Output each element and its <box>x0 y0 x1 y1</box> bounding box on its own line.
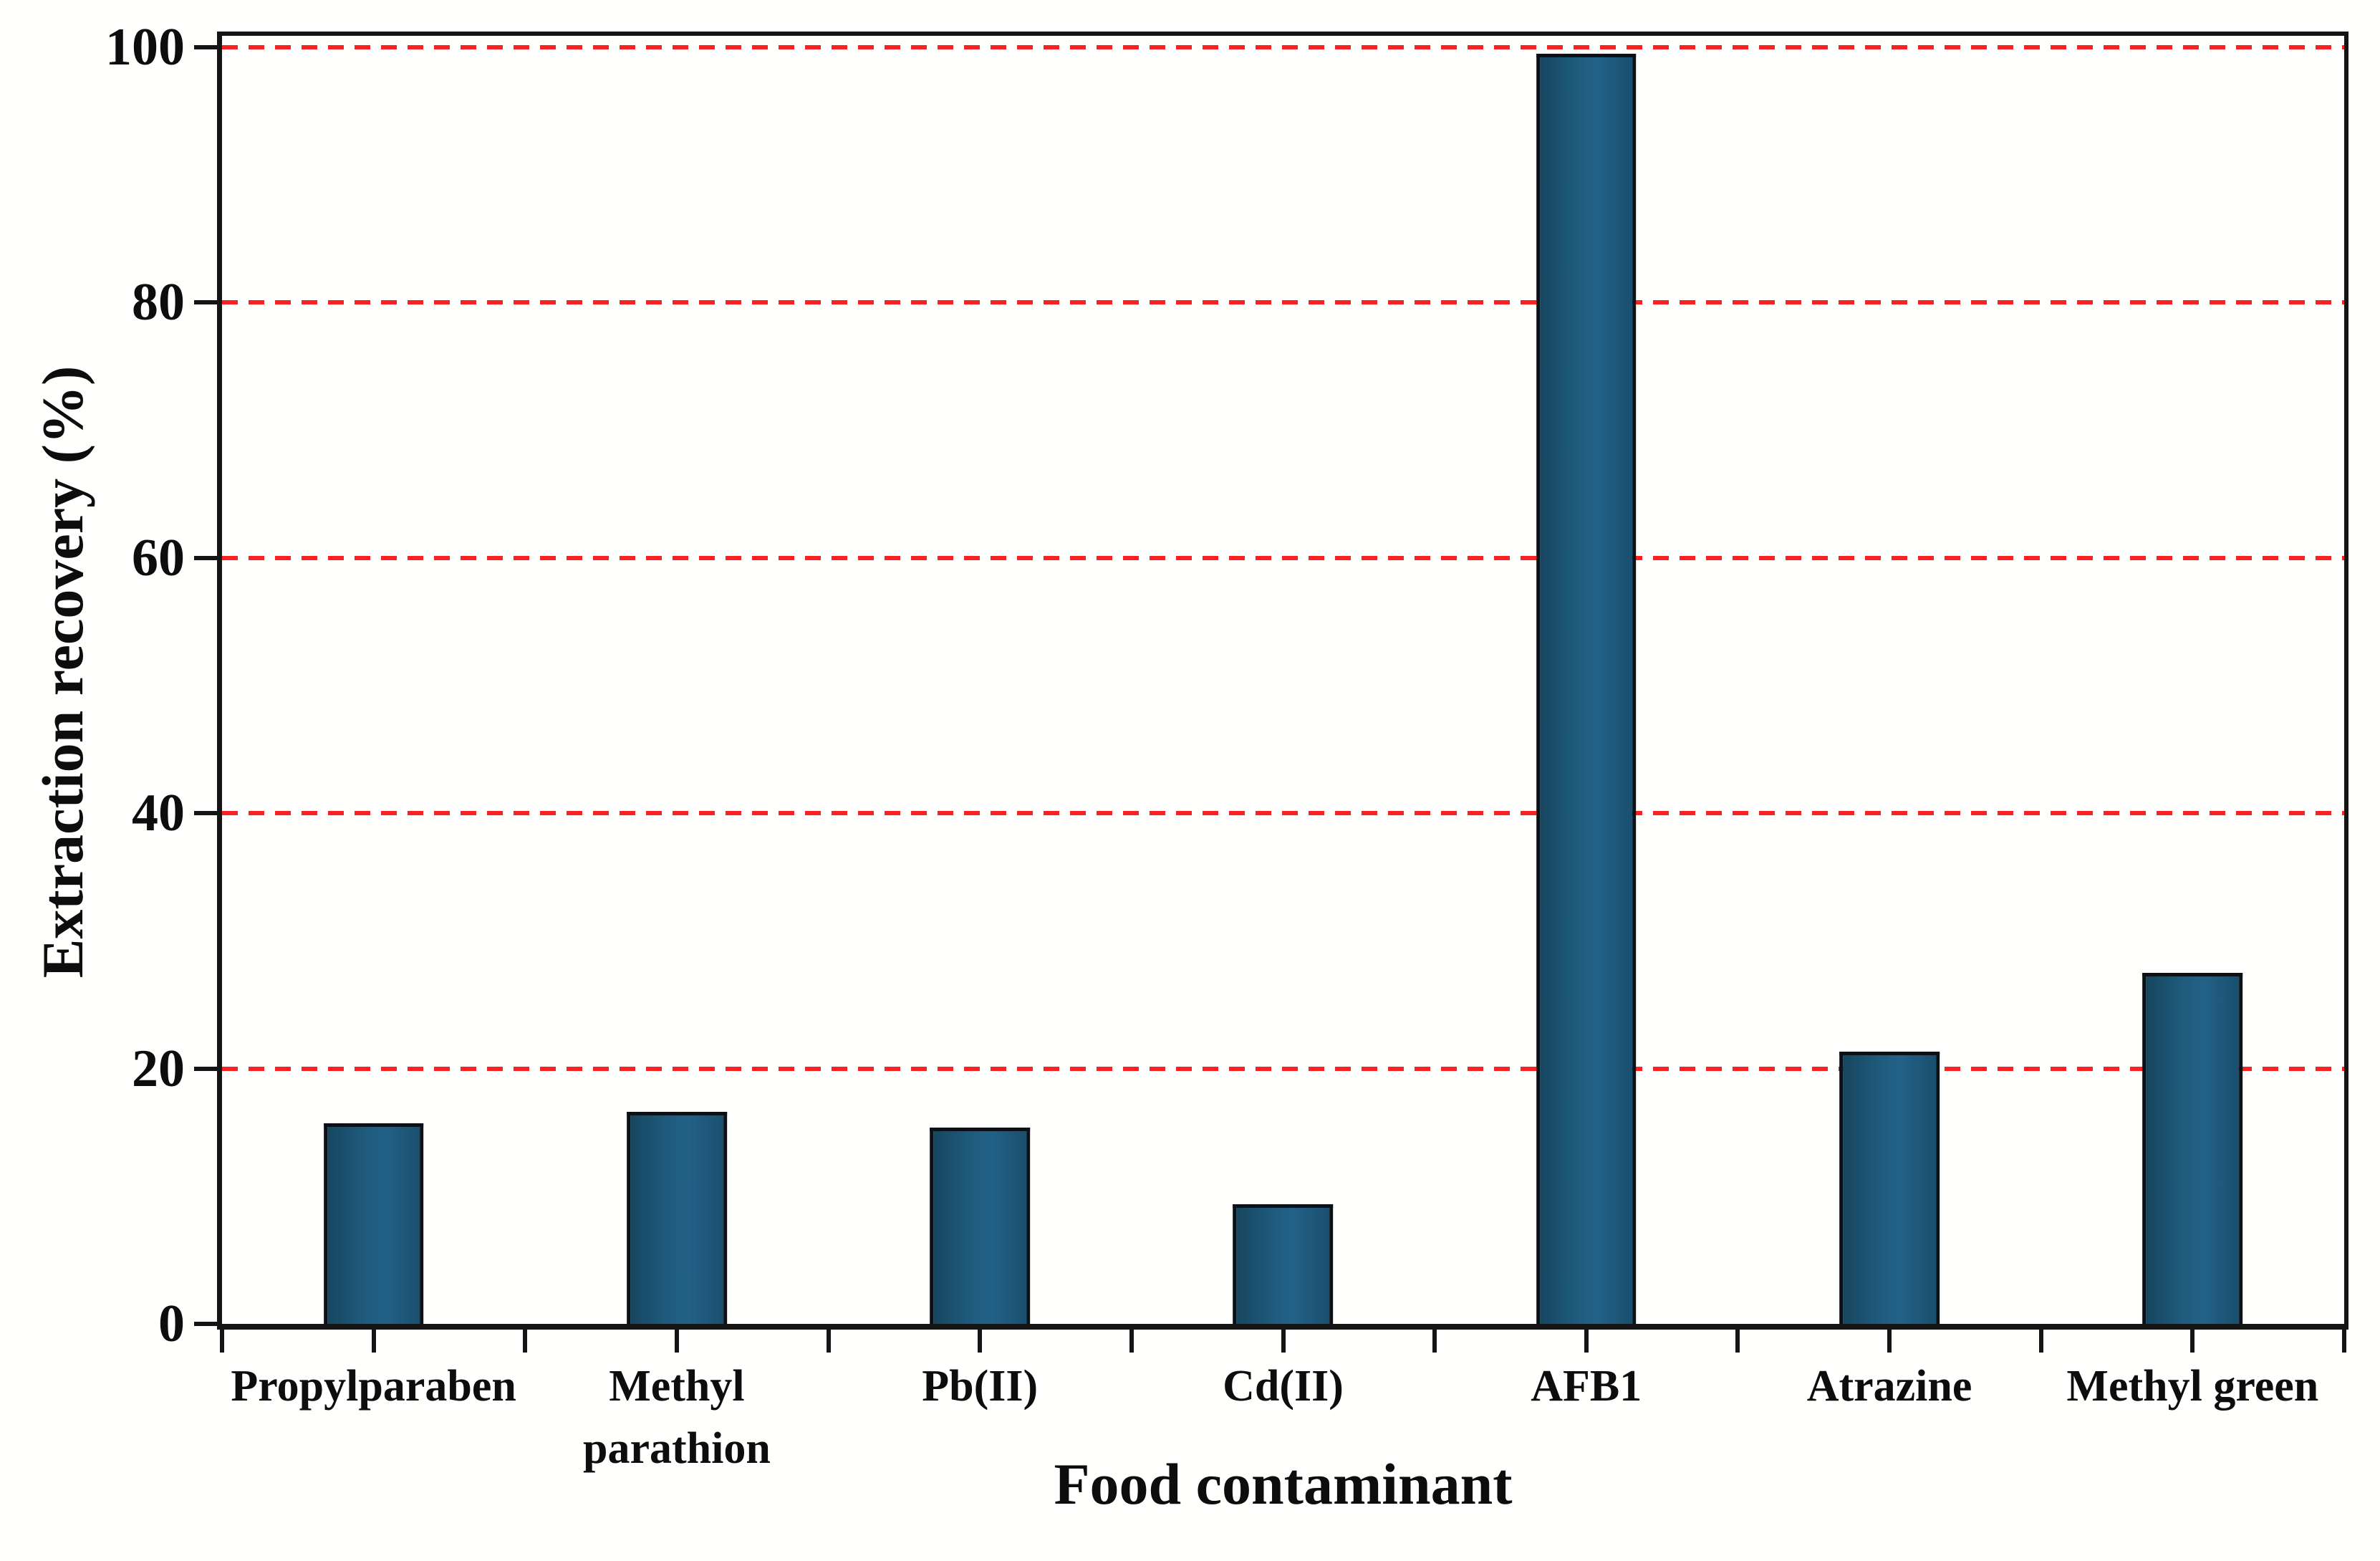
x-tick-8 <box>1432 1330 1437 1353</box>
y-tick-label-40: 40 <box>132 784 185 843</box>
x-tick-1 <box>371 1330 376 1353</box>
bar-slot-4 <box>1435 36 1738 1324</box>
bar-slot-2 <box>829 36 1132 1324</box>
bar-cd-ii- <box>1233 1204 1334 1324</box>
plot-frame-top <box>217 32 2348 36</box>
bar-methyl-green <box>2142 972 2243 1324</box>
y-tick-20 <box>194 1066 217 1071</box>
x-tick-13 <box>2190 1330 2195 1353</box>
y-tick-0 <box>194 1322 217 1326</box>
x-tick-2 <box>523 1330 528 1353</box>
y-tick-60 <box>194 555 217 560</box>
gridline-60 <box>222 555 2344 560</box>
y-tick-label-100: 100 <box>105 18 185 77</box>
x-tick-5 <box>978 1330 983 1353</box>
x-axis-line <box>217 1324 2348 1330</box>
x-category-label-2: Pb(II) <box>922 1362 1039 1411</box>
x-category-label-5: Atrazine <box>1806 1362 1972 1411</box>
y-tick-40 <box>194 811 217 816</box>
x-tick-11 <box>1887 1330 1892 1353</box>
y-tick-label-80: 80 <box>132 273 185 332</box>
x-category-label-3: Cd(II) <box>1223 1362 1344 1411</box>
bar-afb1 <box>1536 53 1637 1324</box>
bar-slot-3 <box>1132 36 1435 1324</box>
x-category-label-0: Propylparaben <box>231 1362 516 1411</box>
gridline-40 <box>222 811 2344 816</box>
y-tick-80 <box>194 300 217 305</box>
plot-area: 0 20 40 60 80 100 <box>105 21 2348 1353</box>
bar-pb-ii- <box>930 1127 1031 1324</box>
bar-methyl-parathion <box>627 1112 727 1324</box>
x-tick-9 <box>1584 1330 1589 1353</box>
bar-slot-0 <box>222 36 525 1324</box>
x-tick-6 <box>1129 1330 1134 1353</box>
x-category-label-6: Methyl green <box>2066 1362 2319 1411</box>
bar-slot-6 <box>2041 36 2344 1324</box>
x-tick-3 <box>674 1330 679 1353</box>
x-category-label-1: Methyl parathion <box>583 1362 771 1473</box>
x-category-labels: Propylparaben Methyl parathion Pb(II) Cd(II… <box>222 1355 2344 1480</box>
x-axis-title: Food contaminant <box>1054 1451 1513 1517</box>
bars-container <box>222 36 2344 1324</box>
x-category-label-4: AFB1 <box>1531 1362 1642 1411</box>
x-tick-14 <box>2342 1330 2346 1353</box>
bar-propylparaben <box>323 1123 424 1324</box>
bar-slot-5 <box>1738 36 2041 1324</box>
x-tick-7 <box>1281 1330 1286 1353</box>
x-tick-0 <box>220 1330 224 1353</box>
y-axis-line <box>217 32 222 1330</box>
y-axis-title: Extraction recovery (%) <box>30 365 95 979</box>
bar-atrazine <box>1839 1052 1940 1324</box>
x-tick-10 <box>1735 1330 1740 1353</box>
y-tick-100 <box>194 45 217 50</box>
gridline-80 <box>222 300 2344 305</box>
plot-frame-right <box>2344 32 2348 1330</box>
y-tick-label-60: 60 <box>132 528 185 587</box>
gridline-20 <box>222 1066 2344 1071</box>
gridline-100 <box>222 45 2344 50</box>
y-tick-label-20: 20 <box>132 1039 185 1098</box>
x-tick-4 <box>826 1330 831 1353</box>
bar-slot-1 <box>525 36 828 1324</box>
y-tick-label-0: 0 <box>158 1295 185 1353</box>
x-tick-12 <box>2038 1330 2043 1353</box>
